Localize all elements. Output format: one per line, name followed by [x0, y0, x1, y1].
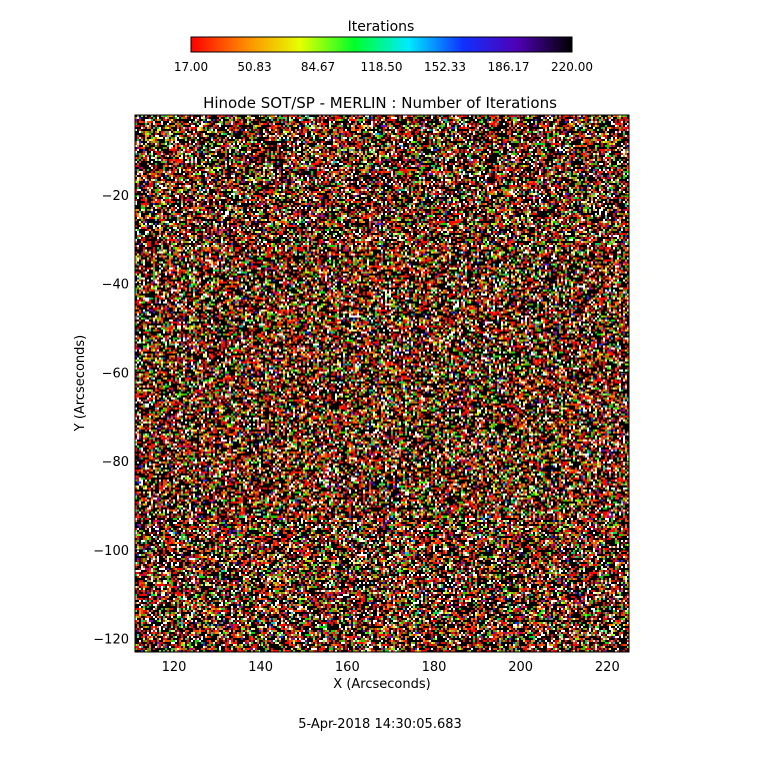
y-tick-label: −80	[102, 455, 129, 470]
y-tick-label: −120	[93, 633, 129, 648]
colorbar-ticks: 17.00 50.83 84.67 118.50 152.33 186.17 220.00	[174, 60, 593, 74]
y-axis: −20 −40 −60 −80 −100 −120	[93, 189, 629, 648]
x-tick-label: 180	[422, 660, 447, 675]
timestamp: 5-Apr-2018 14:30:05.683	[298, 717, 462, 732]
x-tick-label: 120	[162, 660, 187, 675]
colorbar-tick-label: 220.00	[551, 60, 593, 74]
y-tick-label: −20	[102, 189, 129, 204]
colorbar-tick-label: 17.00	[174, 60, 208, 74]
colorbar	[190, 36, 573, 53]
x-axis-label: X (Arcseconds)	[333, 677, 430, 692]
colorbar-tick-label: 186.17	[488, 60, 530, 74]
colorbar-tick-label: 118.50	[361, 60, 403, 74]
x-tick-label: 200	[508, 660, 533, 675]
y-tick-label: −40	[102, 278, 129, 293]
x-tick-label: 220	[595, 660, 620, 675]
y-tick-label: −100	[93, 544, 129, 559]
x-axis: 120 140 160 180 200 220	[162, 115, 620, 675]
heatmap-image	[135, 115, 629, 652]
y-tick-label: −60	[102, 366, 129, 381]
y-axis-label: Y (Arcseconds)	[73, 335, 88, 432]
colorbar-tick-label: 152.33	[424, 60, 466, 74]
colorbar-tick-label: 84.67	[301, 60, 335, 74]
colorbar-tick-label: 50.83	[237, 60, 271, 74]
x-tick-label: 160	[335, 660, 360, 675]
colorbar-title: Iterations	[348, 19, 415, 35]
plot-frame	[134, 114, 630, 653]
chart-title: Hinode SOT/SP - MERLIN : Number of Itera…	[203, 94, 557, 112]
x-tick-label: 140	[248, 660, 273, 675]
